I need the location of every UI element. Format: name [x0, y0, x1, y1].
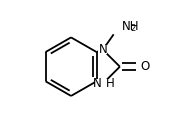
Text: 2: 2 — [130, 24, 136, 33]
Text: H: H — [106, 77, 115, 90]
Text: O: O — [141, 60, 150, 73]
Text: N: N — [93, 77, 101, 90]
Text: N: N — [98, 43, 107, 56]
Bar — [141, 62, 150, 71]
Bar — [95, 79, 111, 88]
Text: NH: NH — [122, 20, 140, 33]
Bar — [98, 46, 107, 54]
